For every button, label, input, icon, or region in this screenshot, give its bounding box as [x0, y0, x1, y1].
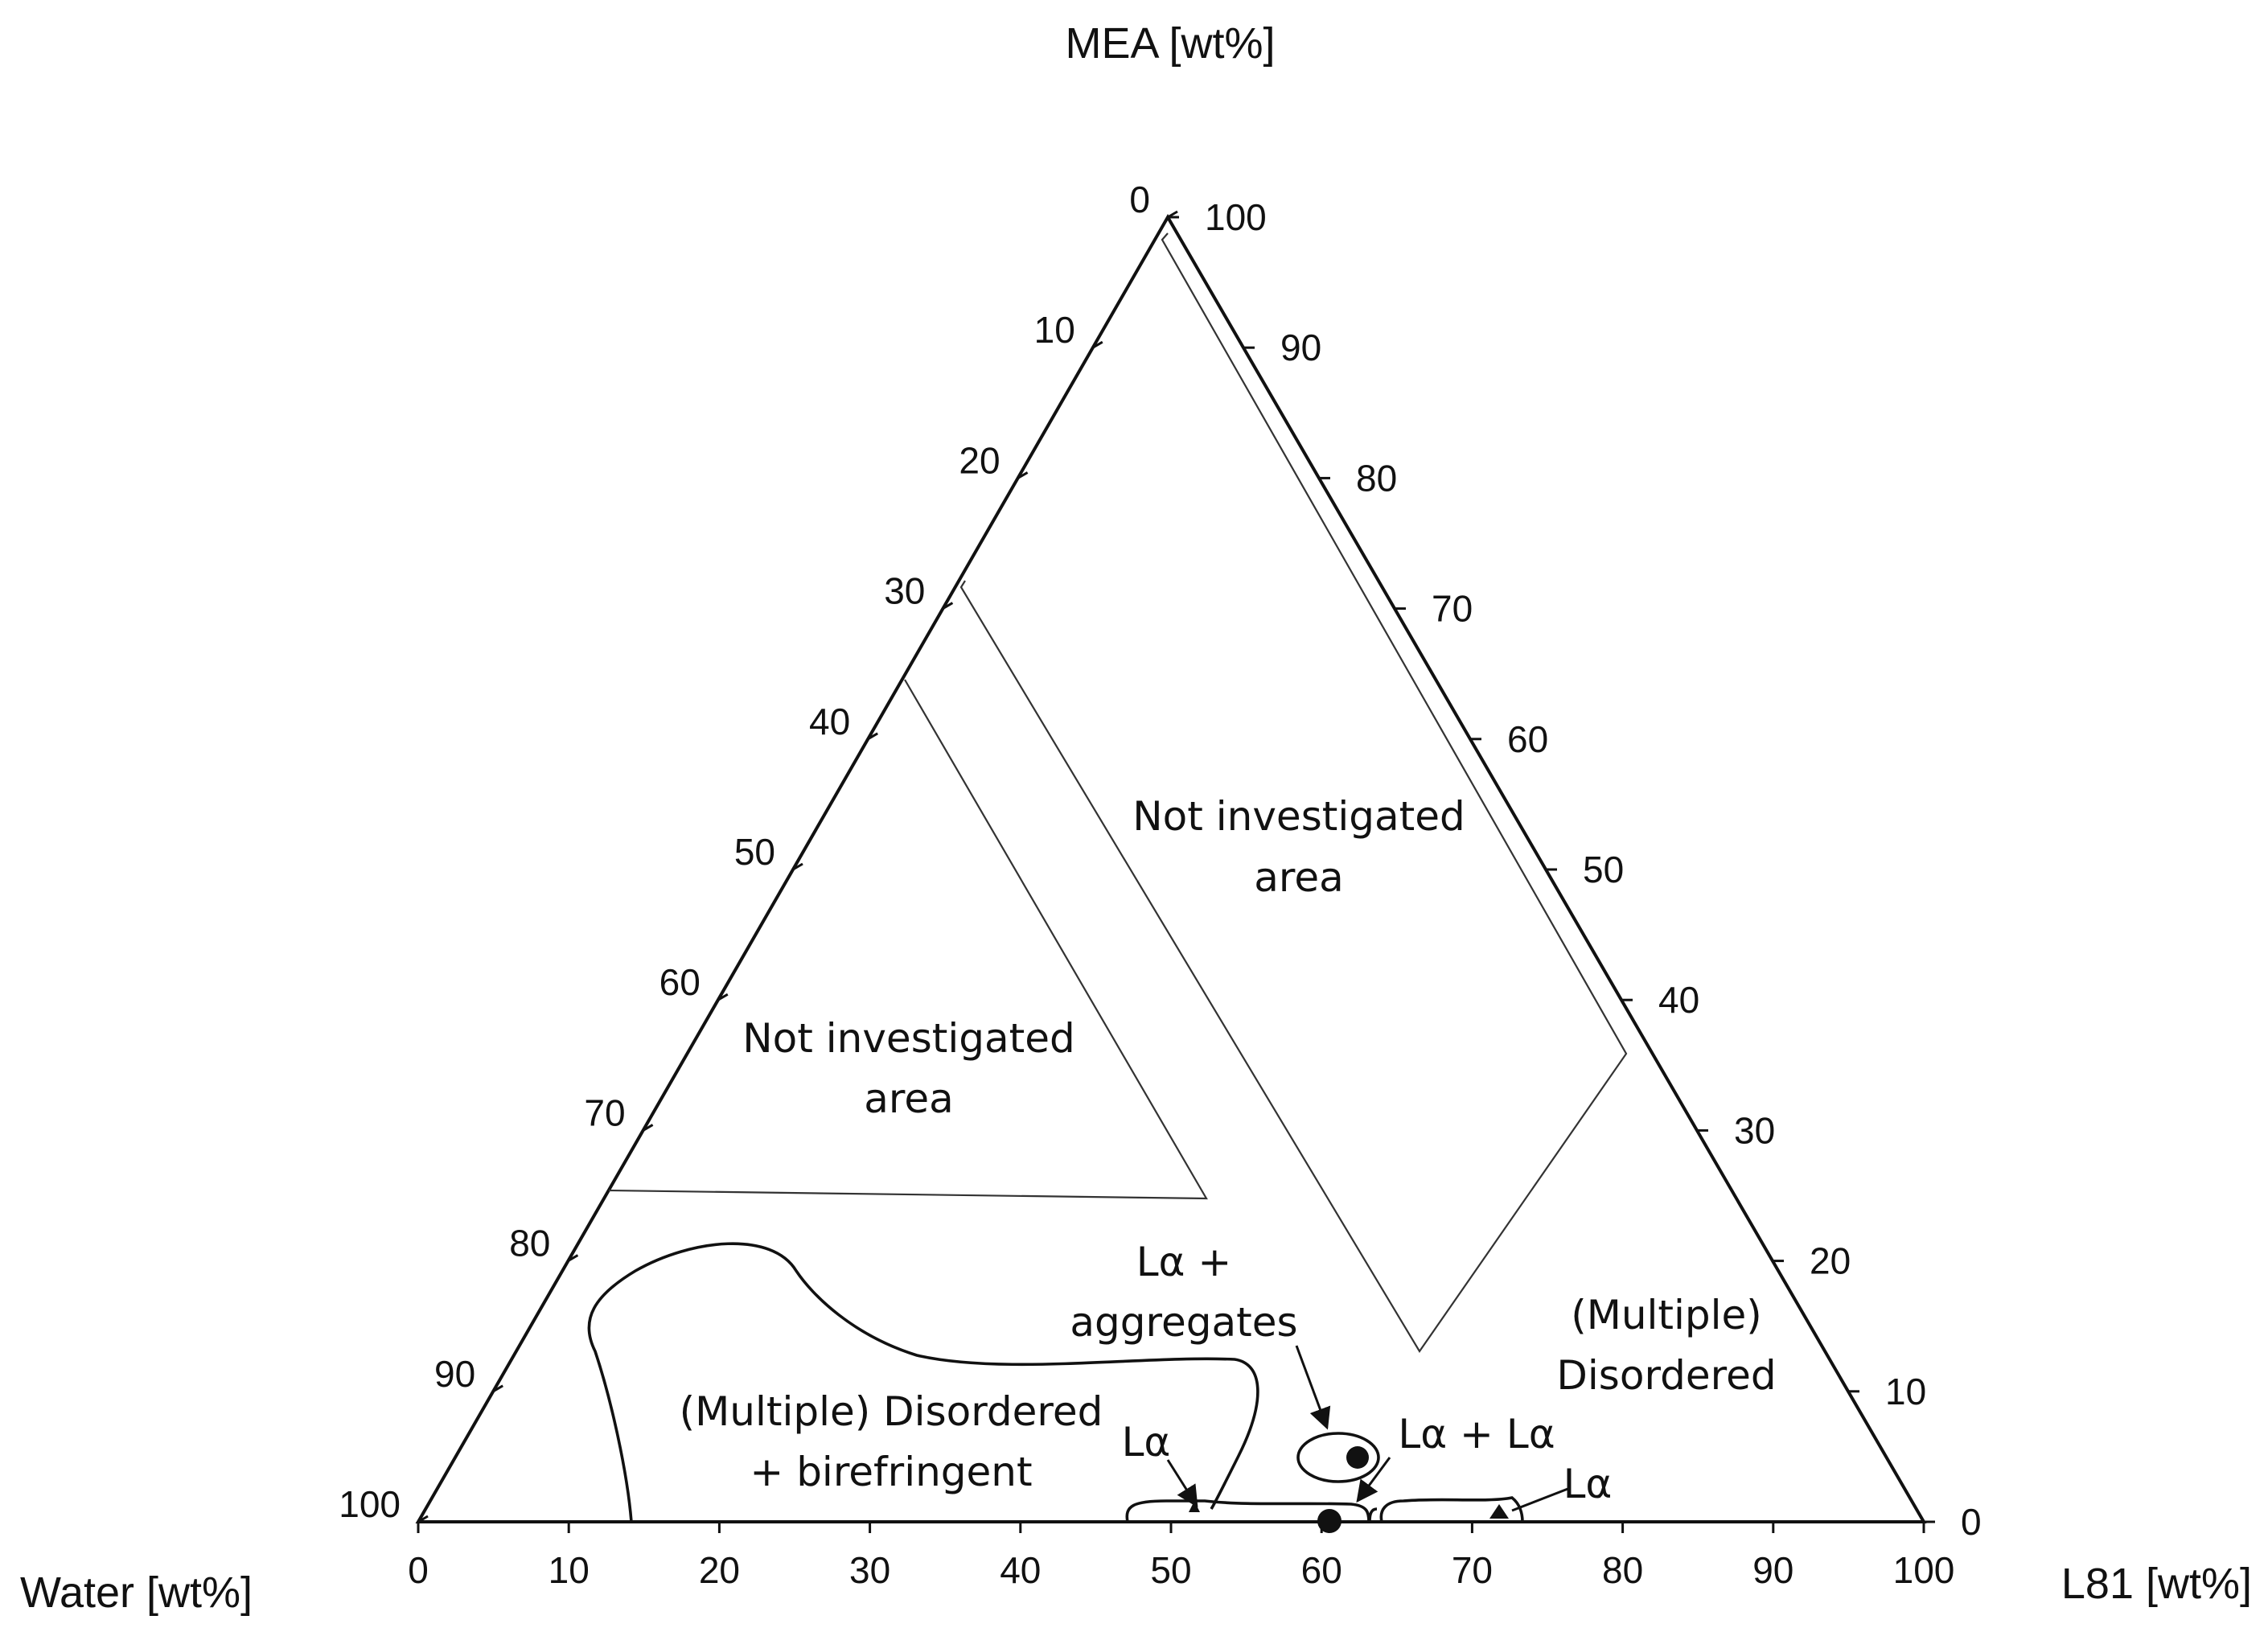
left-axis-tick-label: 70 [584, 1092, 625, 1133]
bottom-axis-tick-label: 40 [1000, 1549, 1041, 1591]
la-aggregates-arrow [1295, 1345, 1331, 1430]
right-axis-tick-label: 60 [1507, 718, 1548, 760]
left-axis-tick [492, 1384, 503, 1393]
left-axis-tick [717, 993, 729, 1001]
bottom-axis-tick-label: 90 [1752, 1549, 1793, 1591]
bottom-axis-tick-label: 20 [699, 1549, 740, 1591]
right-axis-tick-label: 90 [1280, 327, 1321, 368]
left-axis-tick [867, 732, 878, 741]
left-axis-tick [1092, 340, 1103, 349]
left-axis-tick-label: 100 [339, 1483, 401, 1525]
la-right-label: Lα [1563, 1461, 1613, 1507]
right-axis-title: L81 [wt%] [2061, 1560, 2252, 1608]
left-axis-tick [567, 1254, 579, 1262]
la-right-arrow [1511, 1486, 1571, 1512]
left-axis-tick-label: 20 [959, 439, 1000, 481]
la-aggregates-point [1346, 1446, 1369, 1469]
la-aggregates-label-line2: aggregates [1070, 1299, 1297, 1346]
not-investigated-region-right-boundary [959, 232, 1628, 1354]
right-axis-tick-label: 100 [1205, 196, 1267, 238]
multiple-disordered-label-line1: (Multiple) [1571, 1292, 1762, 1338]
top-axis-title: MEA [wt%] [1065, 19, 1275, 68]
bottom-axis-tick-label: 80 [1602, 1549, 1643, 1591]
left-axis-tick-label: 80 [509, 1223, 550, 1264]
axis-ticks [417, 210, 1935, 1533]
la-left-label: Lα [1122, 1419, 1171, 1466]
left-axis-tick-labels: 0 10 20 30 40 50 60 70 80 90 100 [339, 179, 1150, 1525]
la-left-arrow [1166, 1459, 1198, 1508]
bottom-axis-tick-labels: 0 10 20 30 40 50 60 70 80 90 100 [408, 1549, 1954, 1591]
left-axis-tick-label: 10 [1034, 309, 1075, 351]
not-investigated-label-left-line1: Not investigated [742, 1015, 1074, 1062]
left-axis-tick-label: 40 [809, 701, 850, 742]
left-axis-tick [942, 602, 954, 610]
left-axis-title: Water [wt%] [20, 1568, 253, 1617]
left-axis-tick [1017, 471, 1029, 479]
right-axis-tick-label: 30 [1734, 1109, 1775, 1151]
la-plus-la-arrow [1356, 1457, 1391, 1503]
la-band-left [1125, 1499, 1370, 1523]
left-axis-tick [417, 1515, 429, 1523]
bottom-axis-tick-label: 50 [1150, 1549, 1191, 1591]
birefringent-label-line1: (Multiple) Disordered [680, 1388, 1103, 1435]
right-axis-tick-label: 20 [1810, 1240, 1851, 1282]
birefringent-label-line2: + birefringent [750, 1449, 1032, 1495]
la-plus-la-label: Lα + Lα [1398, 1411, 1555, 1457]
bottom-axis-tick-label: 10 [549, 1549, 590, 1591]
not-investigated-label-right-line1: Not investigated [1132, 793, 1465, 840]
right-axis-tick-label: 50 [1583, 849, 1624, 890]
la-right-marker [1489, 1504, 1509, 1519]
la-aggregates-label-line1: Lα + [1136, 1239, 1232, 1285]
left-axis-tick [642, 1124, 654, 1132]
not-investigated-region-left-boundary [608, 679, 1208, 1200]
not-investigated-label-left-line2: area [864, 1075, 954, 1122]
right-axis-tick-label: 0 [1961, 1501, 1982, 1543]
bottom-axis-tick-label: 70 [1452, 1549, 1493, 1591]
birefringent-region-boundary [587, 1242, 1259, 1523]
multiple-disordered-label-line2: Disordered [1556, 1352, 1776, 1399]
right-axis-tick-label: 40 [1658, 979, 1699, 1021]
la-plus-la-point [1317, 1509, 1341, 1533]
bottom-axis-tick-label: 100 [1893, 1549, 1955, 1591]
bottom-axis-tick-label: 0 [408, 1549, 429, 1591]
right-axis-tick-label: 80 [1356, 457, 1397, 499]
left-axis-tick-label: 0 [1129, 179, 1150, 220]
left-axis-tick-label: 30 [884, 570, 925, 612]
la-plus-la-band [1368, 1507, 1378, 1523]
left-axis-tick [792, 862, 803, 871]
left-axis-tick-label: 60 [659, 961, 701, 1003]
bottom-axis-tick-label: 30 [849, 1549, 890, 1591]
bottom-axis-tick-label: 60 [1301, 1549, 1342, 1591]
la-aggregates-region [1296, 1432, 1380, 1483]
right-axis-tick-label: 70 [1432, 588, 1473, 630]
left-axis-tick-label: 50 [734, 831, 775, 873]
not-investigated-label-right-line2: area [1254, 854, 1344, 901]
right-axis-tick-label: 10 [1885, 1371, 1926, 1412]
left-axis-tick-label: 90 [434, 1353, 475, 1395]
